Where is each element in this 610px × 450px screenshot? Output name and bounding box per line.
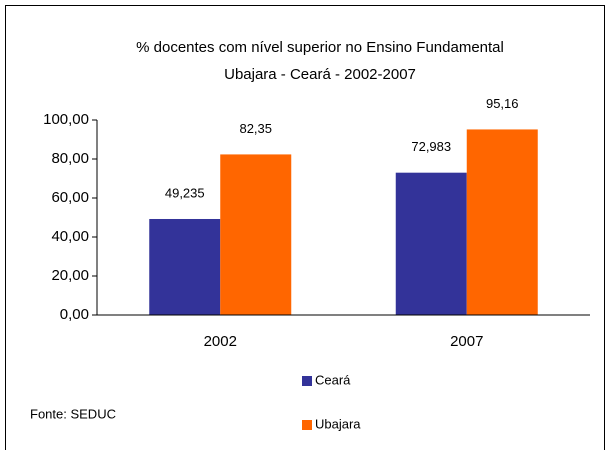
- legend-swatch: [302, 420, 312, 430]
- y-tick-label: 40,00: [51, 228, 89, 245]
- x-tick-label: 2007: [450, 333, 483, 350]
- legend-label: Ubajara: [315, 416, 361, 431]
- y-tick-label: 0,00: [60, 306, 89, 323]
- value-label: 72,983: [411, 139, 451, 154]
- y-tick-label: 80,00: [51, 150, 89, 167]
- chart-subtitle: Ubajara - Ceará - 2002-2007: [224, 66, 416, 83]
- value-label: 82,35: [239, 121, 272, 136]
- source-note: Fonte: SEDUC: [30, 406, 116, 421]
- legend-swatch: [302, 376, 312, 386]
- chart-title: % docentes com nível superior no Ensino …: [136, 39, 504, 56]
- bar: [220, 154, 292, 315]
- y-tick-label: 100,00: [43, 111, 89, 128]
- y-tick-label: 20,00: [51, 267, 89, 284]
- x-tick-label: 2002: [204, 333, 237, 350]
- y-tick-label: 60,00: [51, 189, 89, 206]
- bar: [466, 129, 538, 315]
- legend-label: Ceará: [315, 372, 351, 387]
- bar: [395, 172, 467, 315]
- bar: [149, 218, 221, 315]
- value-label: 49,235: [165, 185, 205, 200]
- value-label: 95,16: [486, 96, 519, 111]
